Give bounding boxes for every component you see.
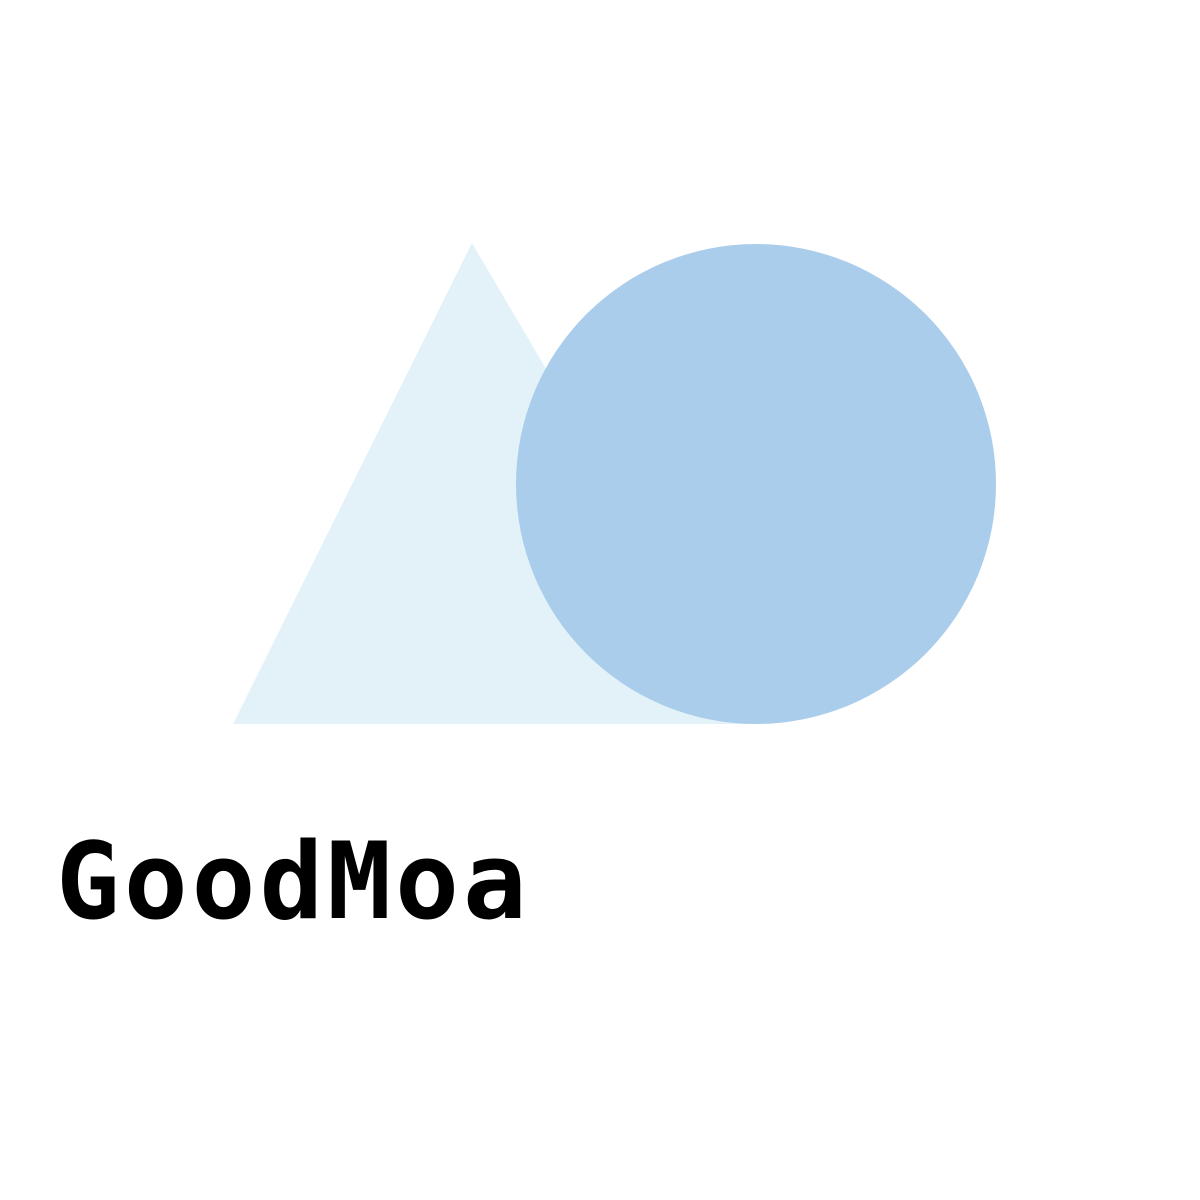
brand-wordmark: GoodMoa [56,812,531,952]
circle-shape [516,244,996,724]
